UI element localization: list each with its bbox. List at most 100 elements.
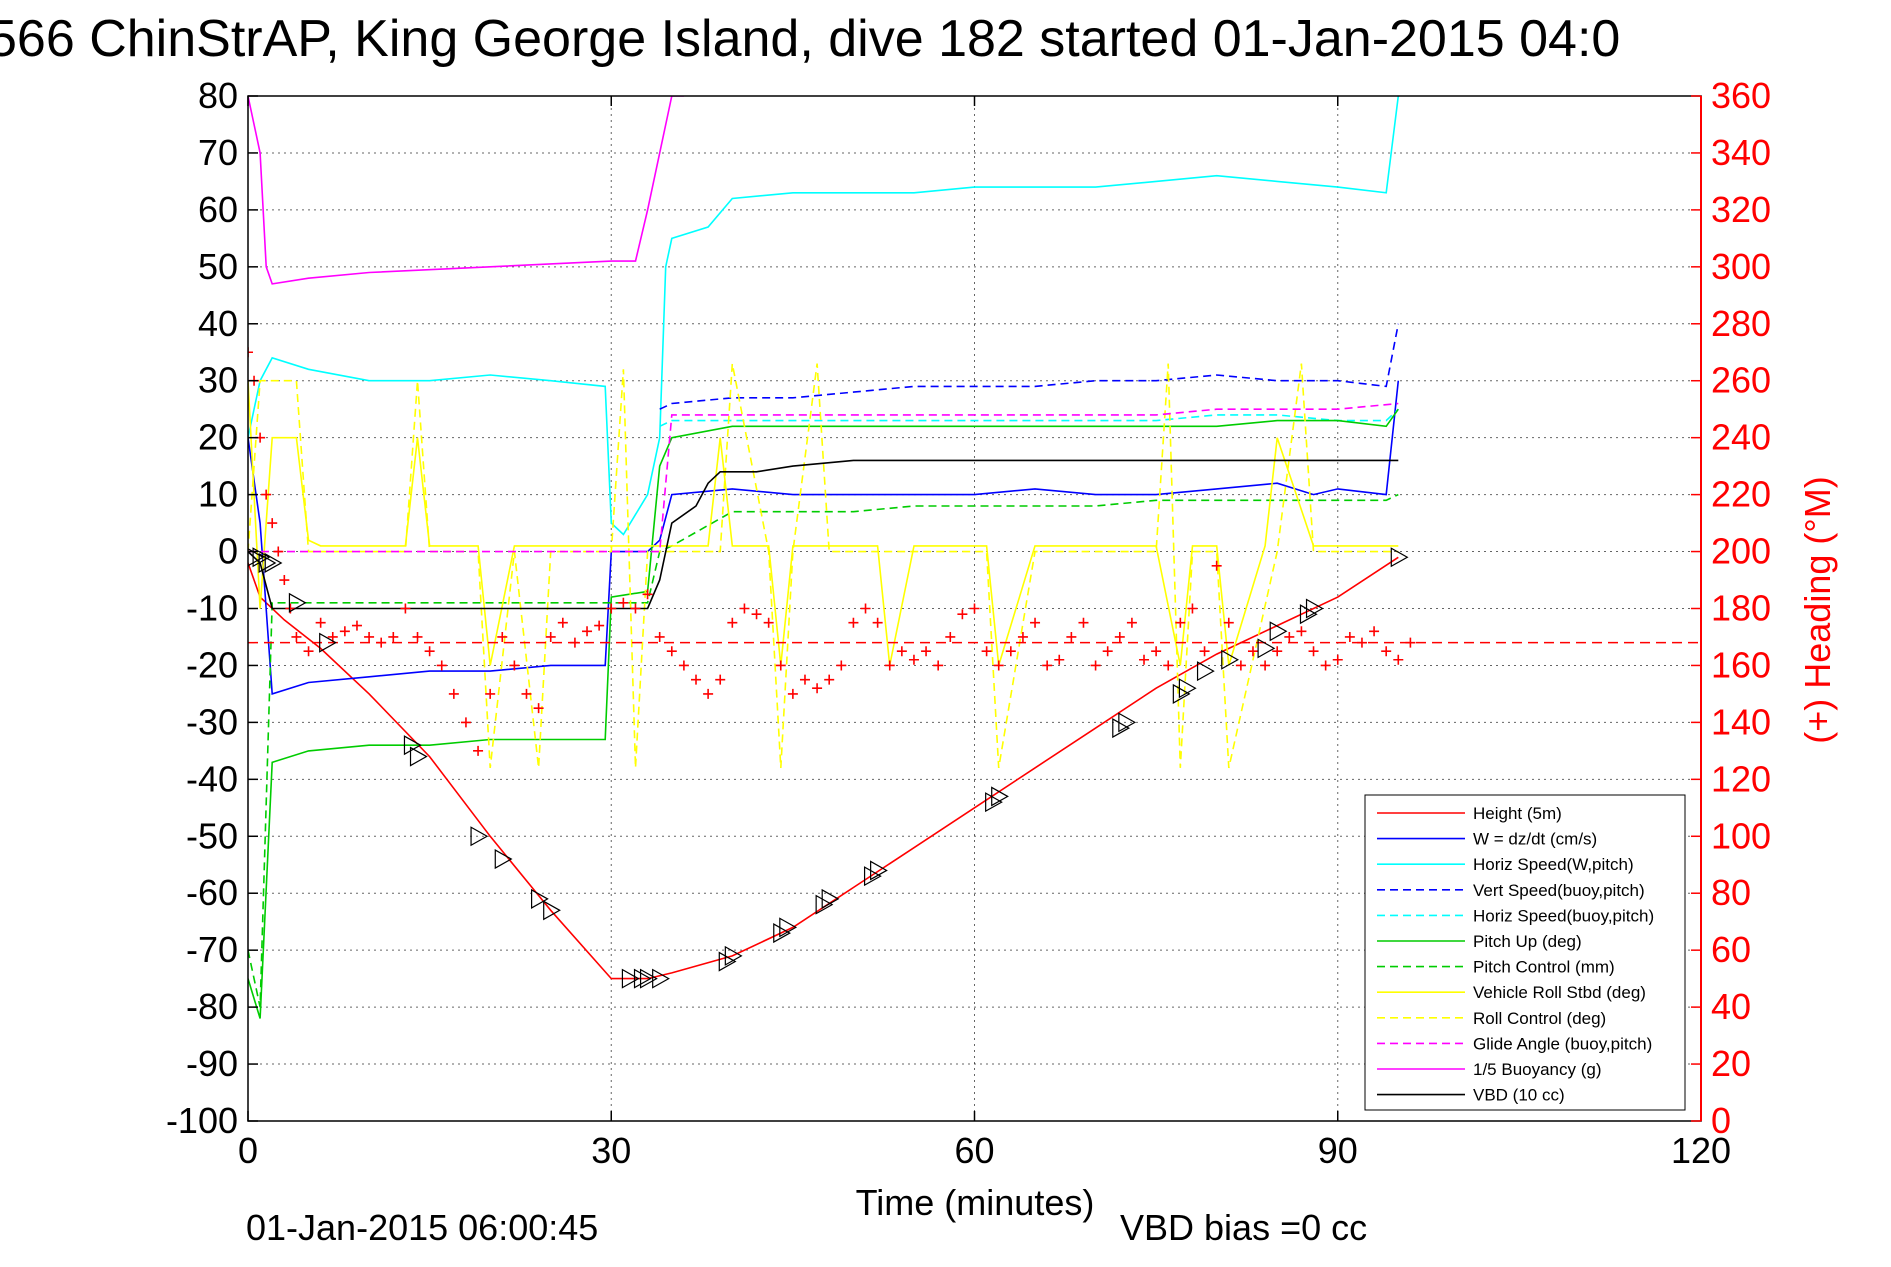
heading-point <box>703 688 714 699</box>
heading-point <box>799 674 810 685</box>
heading-point <box>1017 631 1028 642</box>
y-tick-label: 70 <box>198 132 238 173</box>
heading-point <box>424 646 435 657</box>
heading-point <box>1247 646 1258 657</box>
heading-point <box>751 609 762 620</box>
heading-point <box>1272 646 1283 657</box>
plot-area <box>248 96 1701 1019</box>
y-tick-label: 20 <box>198 417 238 458</box>
right-axis-label: (+) Heading (°M) <box>1797 476 1838 743</box>
legend-label: VBD (10 cc) <box>1473 1086 1565 1105</box>
y-tick-label: -70 <box>186 929 238 970</box>
depth-marker <box>1390 547 1409 568</box>
y-tick-label: 80 <box>198 75 238 116</box>
heading-point <box>969 603 980 614</box>
heading-point <box>339 626 350 637</box>
heading-point <box>1344 631 1355 642</box>
depth-marker <box>633 968 652 989</box>
depth-marker <box>403 735 422 756</box>
heading-point <box>884 660 895 671</box>
heading-point <box>267 518 278 529</box>
depth-marker <box>1172 683 1191 704</box>
x-tick-label: 0 <box>238 1130 258 1171</box>
heading-point <box>957 609 968 620</box>
heading-point <box>993 660 1004 671</box>
legend-label: Height (5m) <box>1473 804 1562 823</box>
heading-point <box>1163 660 1174 671</box>
heading-point <box>824 674 835 685</box>
depth-marker <box>724 945 743 966</box>
heading-point <box>545 631 556 642</box>
depth-marker <box>1257 638 1276 659</box>
x-tick-label: 60 <box>954 1130 994 1171</box>
y2-tick-label: 280 <box>1711 303 1771 344</box>
heading-point <box>642 589 653 600</box>
series-line-8 <box>248 380 1399 666</box>
depth-marker <box>821 888 840 909</box>
heading-point <box>388 631 399 642</box>
y2-tick-label: 100 <box>1711 815 1771 856</box>
heading-point <box>848 617 859 628</box>
y2-tick-label: 40 <box>1711 986 1751 1027</box>
y2-tick-label: 0 <box>1711 1100 1731 1141</box>
heading-point <box>569 637 580 648</box>
heading-point <box>521 688 532 699</box>
heading-point <box>787 688 798 699</box>
depth-marker <box>1178 678 1197 699</box>
heading-point <box>279 575 290 586</box>
heading-point <box>896 646 907 657</box>
heading-point <box>739 603 750 614</box>
axes: 0 30 60 90 12080706050403020100-10-20-30-40-… <box>166 75 1771 1171</box>
heading-point <box>594 620 605 631</box>
y2-tick-label: 200 <box>1711 531 1771 572</box>
depth-marker <box>1305 598 1324 619</box>
heading-point <box>582 626 593 637</box>
heading-point <box>1078 617 1089 628</box>
legend-label: Horiz Speed(buoy,pitch) <box>1473 906 1654 925</box>
series-line-12 <box>248 459 1399 610</box>
heading-point <box>630 603 641 614</box>
y2-tick-label: 180 <box>1711 588 1771 629</box>
series-line-2 <box>248 380 1400 695</box>
legend-label: Pitch Up (deg) <box>1473 932 1582 951</box>
y-tick-label: 60 <box>198 189 238 230</box>
legend-box <box>1364 794 1686 1111</box>
heading-point <box>460 717 471 728</box>
heading-point <box>261 489 272 500</box>
heading-point <box>533 703 544 714</box>
legend-label: 1/5 Buoyancy (g) <box>1473 1060 1602 1079</box>
series-line-11 <box>248 96 684 285</box>
x-axis-label: Time (minutes) <box>856 1182 1095 1223</box>
depth-marker <box>258 552 277 573</box>
legend-label: Vert Speed(buoy,pitch) <box>1473 881 1645 900</box>
heading-point <box>364 631 375 642</box>
legend: Height (5m) W = dz/dt (cm/s) Horiz Speed(W… <box>1364 794 1686 1111</box>
legend-label: Pitch Control (mm) <box>1473 958 1615 977</box>
depth-marker <box>1112 718 1131 739</box>
depth-marker <box>991 786 1009 807</box>
depth-marker <box>470 826 489 847</box>
heading-point <box>1175 617 1186 628</box>
heading-point <box>945 631 956 642</box>
heading-point <box>678 660 689 671</box>
y2-tick-label: 340 <box>1711 132 1771 173</box>
y-tick-label: 10 <box>198 474 238 515</box>
depth-marker <box>718 951 737 972</box>
heading-point <box>1235 660 1246 671</box>
y2-tick-label: 60 <box>1711 929 1751 970</box>
y2-tick-label: 240 <box>1711 417 1771 458</box>
legend-label: Roll Control (deg) <box>1473 1009 1606 1028</box>
depth-marker <box>1118 712 1137 733</box>
legend-label: Horiz Speed(W,pitch) <box>1473 855 1634 874</box>
heading-point <box>933 660 944 671</box>
y-tick-label: -100 <box>166 1100 238 1141</box>
heading-point <box>509 660 520 671</box>
y-tick-label: 50 <box>198 246 238 287</box>
series-line-10 <box>248 402 1399 553</box>
y-tick-label: 30 <box>198 360 238 401</box>
heading-point <box>303 646 314 657</box>
depth-marker <box>863 866 882 887</box>
depth-marker <box>870 860 888 881</box>
heading-point <box>836 660 847 671</box>
depth-marker <box>543 900 561 921</box>
